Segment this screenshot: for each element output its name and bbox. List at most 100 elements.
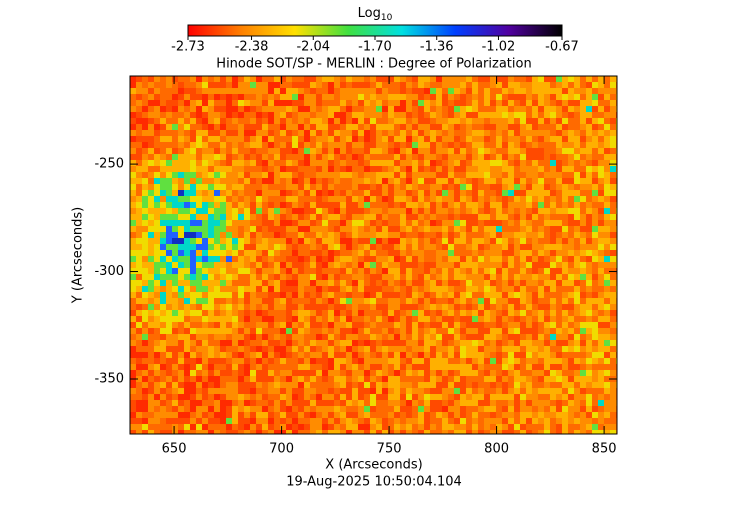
texture-cell bbox=[352, 118, 358, 124]
texture-cell bbox=[142, 76, 148, 82]
texture-cell bbox=[166, 298, 172, 304]
texture-cell bbox=[172, 214, 178, 220]
texture-cell bbox=[496, 298, 502, 304]
texture-cell bbox=[250, 328, 256, 334]
texture-cell bbox=[520, 316, 526, 322]
texture-cell bbox=[304, 142, 310, 148]
texture-cell bbox=[508, 310, 514, 316]
texture-cell bbox=[250, 376, 256, 382]
texture-cell bbox=[322, 190, 328, 196]
texture-cell bbox=[274, 124, 280, 130]
texture-cell bbox=[562, 124, 568, 130]
texture-cell bbox=[412, 184, 418, 190]
texture-cell bbox=[598, 130, 604, 136]
texture-cell bbox=[508, 382, 514, 388]
texture-cell bbox=[472, 220, 478, 226]
texture-cell bbox=[382, 274, 388, 280]
texture-cell bbox=[562, 268, 568, 274]
texture-cell bbox=[316, 256, 322, 262]
texture-cell bbox=[556, 316, 562, 322]
texture-cell bbox=[214, 376, 220, 382]
texture-cell bbox=[592, 352, 598, 358]
texture-cell bbox=[184, 334, 190, 340]
texture-cell bbox=[562, 172, 568, 178]
texture-cell bbox=[394, 262, 400, 268]
texture-cell bbox=[190, 256, 196, 262]
texture-cell bbox=[364, 268, 370, 274]
texture-cell bbox=[388, 154, 394, 160]
texture-cell bbox=[598, 364, 604, 370]
texture-cell bbox=[346, 136, 352, 142]
texture-cell bbox=[538, 238, 544, 244]
texture-cell bbox=[226, 424, 232, 430]
texture-cell bbox=[304, 136, 310, 142]
texture-cell bbox=[388, 304, 394, 310]
texture-cell bbox=[592, 286, 598, 292]
texture-cell bbox=[208, 88, 214, 94]
texture-cell bbox=[412, 328, 418, 334]
texture-cell bbox=[418, 304, 424, 310]
texture-cell bbox=[136, 154, 142, 160]
texture-cell bbox=[550, 394, 556, 400]
texture-cell bbox=[340, 394, 346, 400]
texture-cell bbox=[406, 250, 412, 256]
texture-cell bbox=[196, 280, 202, 286]
texture-cell bbox=[604, 238, 610, 244]
texture-cell bbox=[586, 124, 592, 130]
texture-cell bbox=[388, 190, 394, 196]
texture-cell bbox=[460, 154, 466, 160]
texture-cell bbox=[460, 388, 466, 394]
texture-cell bbox=[208, 232, 214, 238]
texture-cell bbox=[190, 424, 196, 430]
texture-cell bbox=[532, 154, 538, 160]
texture-cell bbox=[556, 364, 562, 370]
texture-cell bbox=[406, 394, 412, 400]
texture-cell bbox=[610, 280, 616, 286]
texture-cell bbox=[220, 412, 226, 418]
texture-cell bbox=[334, 154, 340, 160]
texture-cell bbox=[400, 316, 406, 322]
texture-cell bbox=[364, 244, 370, 250]
texture-cell bbox=[400, 328, 406, 334]
texture-cell bbox=[574, 118, 580, 124]
texture-cell bbox=[226, 286, 232, 292]
texture-cell bbox=[514, 100, 520, 106]
texture-cell bbox=[160, 268, 166, 274]
texture-cell bbox=[388, 334, 394, 340]
texture-cell bbox=[598, 388, 604, 394]
texture-cell bbox=[196, 220, 202, 226]
texture-cell bbox=[286, 190, 292, 196]
texture-cell bbox=[538, 280, 544, 286]
texture-cell bbox=[400, 400, 406, 406]
texture-cell bbox=[472, 250, 478, 256]
texture-cell bbox=[298, 280, 304, 286]
texture-cell bbox=[604, 142, 610, 148]
texture-cell bbox=[178, 130, 184, 136]
texture-cell bbox=[358, 340, 364, 346]
texture-cell bbox=[130, 292, 136, 298]
texture-cell bbox=[364, 412, 370, 418]
texture-cell bbox=[514, 340, 520, 346]
texture-cell bbox=[430, 328, 436, 334]
texture-cell bbox=[586, 232, 592, 238]
texture-cell bbox=[442, 322, 448, 328]
texture-cell bbox=[598, 160, 604, 166]
texture-cell bbox=[574, 148, 580, 154]
texture-cell bbox=[322, 352, 328, 358]
texture-cell bbox=[376, 256, 382, 262]
texture-cell bbox=[508, 100, 514, 106]
texture-cell bbox=[220, 322, 226, 328]
texture-cell bbox=[394, 292, 400, 298]
texture-cell bbox=[484, 82, 490, 88]
texture-cell bbox=[274, 322, 280, 328]
texture-cell bbox=[454, 166, 460, 172]
texture-cell bbox=[370, 190, 376, 196]
texture-cell bbox=[184, 424, 190, 430]
texture-cell bbox=[466, 136, 472, 142]
texture-cell bbox=[424, 286, 430, 292]
texture-cell bbox=[262, 352, 268, 358]
texture-cell bbox=[604, 370, 610, 376]
texture-cell bbox=[460, 118, 466, 124]
texture-cell bbox=[544, 142, 550, 148]
